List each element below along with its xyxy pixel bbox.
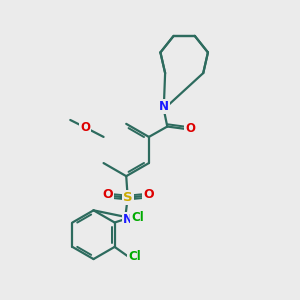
Text: O: O bbox=[102, 188, 112, 201]
Text: O: O bbox=[80, 121, 90, 134]
Text: H: H bbox=[132, 213, 141, 223]
Text: O: O bbox=[143, 188, 154, 201]
Text: Cl: Cl bbox=[128, 250, 141, 263]
Text: S: S bbox=[123, 191, 133, 204]
Text: Cl: Cl bbox=[131, 211, 144, 224]
Text: N: N bbox=[159, 100, 169, 113]
Text: O: O bbox=[185, 122, 195, 135]
Text: N: N bbox=[123, 213, 133, 226]
